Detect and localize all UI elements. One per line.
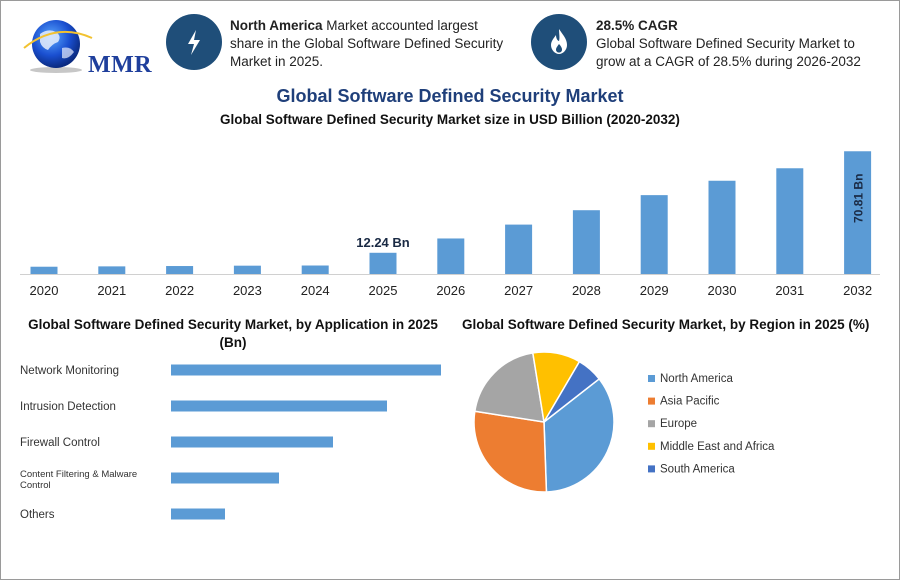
app-label-network-monitoring: Network Monitoring: [20, 365, 119, 377]
app-label-others: Others: [20, 509, 55, 521]
info-left-body: Market accounted largest share in the Gl…: [230, 18, 504, 69]
app-label-content-filtering-malware-control: Content Filtering & Malware Control: [20, 469, 137, 491]
region-chart-title: Global Software Defined Security Market,…: [462, 317, 870, 332]
bar-2027: [505, 224, 533, 274]
data-label-2025: 12.24 Bn: [356, 235, 410, 250]
application-bar-chart: Network Monitoring Intrusion Detection Fir…: [20, 364, 441, 521]
main-chart-title: Global Software Defined Security Market: [276, 86, 624, 106]
info-left-text: North America Market accounted largest s…: [230, 17, 515, 71]
info-right-title: 28.5% CAGR: [596, 18, 678, 33]
legend-label-asia-pacific: Asia Pacific: [660, 396, 720, 408]
bar-2030: [708, 180, 736, 274]
info-left-circle: [166, 14, 222, 70]
bar-2031: [776, 168, 804, 274]
bar-2024: [301, 265, 329, 274]
app-bar-0: [171, 364, 441, 376]
flame-icon: [551, 29, 567, 54]
legend-swatch-europe: [648, 420, 655, 428]
tick-label-2029: 2029: [640, 283, 669, 298]
application-chart-title: Global Software Defined Security Market,…: [28, 317, 438, 350]
app-bar-2: [171, 436, 333, 448]
pie-slice-north-america: [543, 377, 615, 493]
tick-label-2025: 2025: [369, 283, 398, 298]
app-bar-3: [171, 472, 279, 484]
info-right-body: Global Software Defined Security Market …: [596, 36, 861, 69]
info-left-highlight: North America: [230, 18, 323, 33]
info-right-text: 28.5% CAGR Global Software Defined Secur…: [596, 17, 886, 71]
tick-label-2021: 2021: [97, 283, 126, 298]
lightning-icon: [188, 30, 200, 55]
bar-2032: [844, 151, 872, 274]
legend-swatch-asia-pacific: [648, 397, 655, 405]
tick-label-2028: 2028: [572, 283, 601, 298]
bar-2025: [369, 252, 397, 274]
app-label-firewall-control: Firewall Control: [20, 437, 100, 449]
bar-2020: [30, 266, 58, 274]
legend-swatch-south-america: [648, 465, 655, 473]
tick-label-2020: 2020: [30, 283, 59, 298]
region-pie-chart: North America Asia Pacific Europe Middle Ea…: [473, 351, 775, 493]
main-chart-subtitle: Global Software Defined Security Market …: [220, 112, 680, 127]
tick-label-2022: 2022: [165, 283, 194, 298]
globe-icon: [23, 20, 93, 73]
tick-label-2030: 2030: [708, 283, 737, 298]
legend-label-north-america: North America: [660, 373, 733, 385]
legend-swatch-middle-east-and-africa: [648, 442, 655, 450]
legend-swatch-north-america: [648, 375, 655, 382]
bar-2022: [166, 266, 194, 274]
pie-slice-asia-pacific: [473, 410, 548, 493]
logo-text: MMR: [88, 52, 153, 78]
app-bar-1: [171, 400, 387, 412]
app-label-intrusion-detection: Intrusion Detection: [20, 401, 116, 413]
tick-label-2027: 2027: [504, 283, 533, 298]
tick-label-2024: 2024: [301, 283, 330, 298]
app-bar-4: [171, 508, 225, 520]
legend-label-south-america: South America: [660, 463, 735, 475]
legend-label-europe: Europe: [660, 418, 697, 430]
bar-2021: [98, 266, 126, 274]
pie-slice-europe: [473, 352, 545, 423]
bar-2028: [572, 210, 600, 274]
tick-label-2031: 2031: [775, 283, 804, 298]
main-bar-chart: 2020 2021 2022 2023 2024 2025 12.24 Bn 2026 2027…: [20, 151, 880, 298]
bar-2026: [437, 238, 465, 274]
bar-2023: [233, 265, 261, 274]
brand-logo: MMR: [18, 14, 152, 78]
info-right-circle: [531, 14, 587, 70]
data-label-2032: 70.81 Bn: [852, 174, 866, 223]
bar-2029: [640, 195, 668, 274]
tick-label-2032: 2032: [843, 283, 872, 298]
legend-label-middle-east-and-africa: Middle East and Africa: [660, 441, 775, 453]
tick-label-2023: 2023: [233, 283, 262, 298]
tick-label-2026: 2026: [436, 283, 465, 298]
pie-slice-south-america: [543, 360, 601, 423]
